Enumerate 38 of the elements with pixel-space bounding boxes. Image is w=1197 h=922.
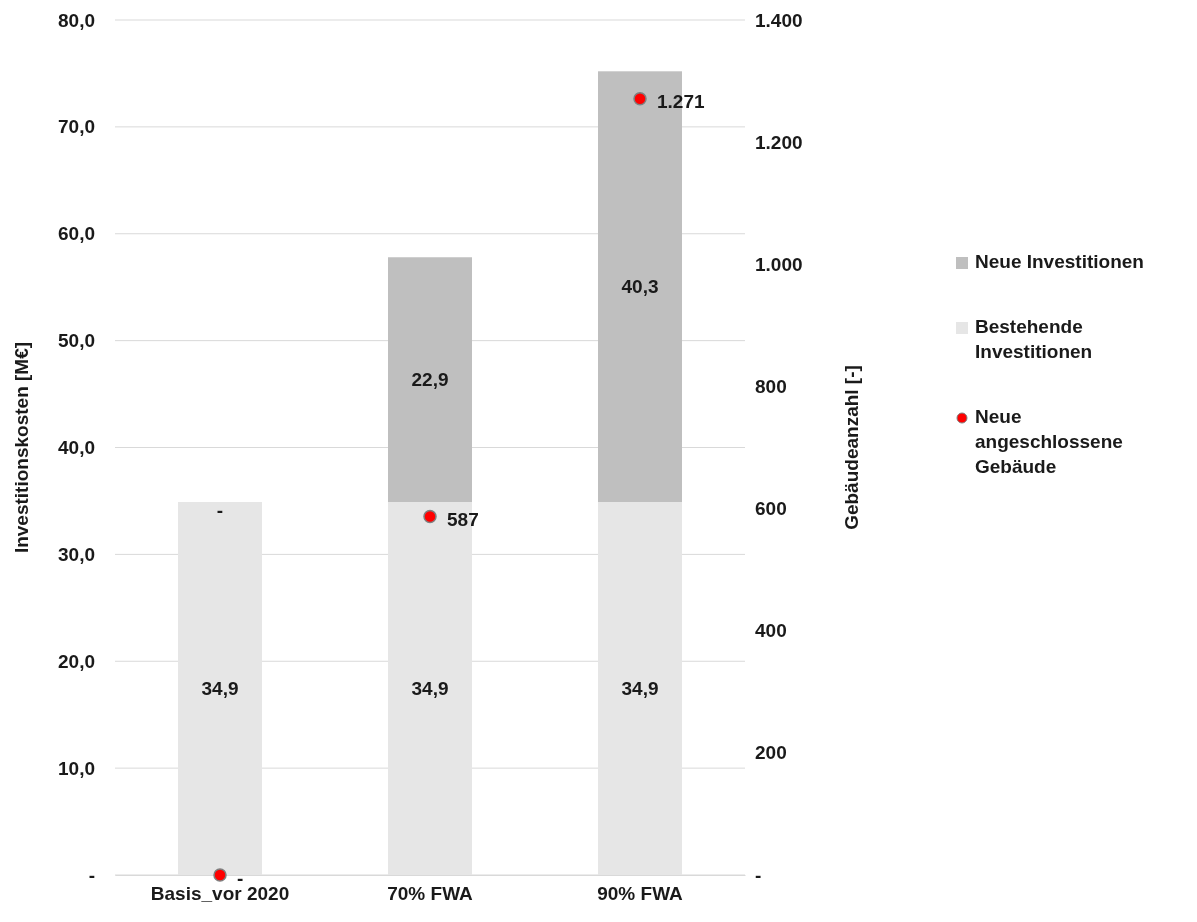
y2-tick-label: 200 (755, 742, 787, 764)
data-label: 40,3 (621, 276, 659, 298)
data-label: 34,9 (201, 678, 239, 700)
data-label: - (216, 500, 224, 522)
y-axis-title: Investitionskosten [M€] (11, 341, 32, 554)
bar (598, 502, 682, 875)
y-tick-label: - (88, 864, 95, 886)
data-label: 22,9 (411, 369, 449, 391)
bar (178, 502, 262, 875)
y2-axis-title: Gebäudeanzahl [-] (841, 365, 862, 530)
y2-tick-label: - (755, 864, 762, 886)
data-label: 34,9 (621, 678, 659, 700)
y-tick-label: 60,0 (58, 223, 95, 245)
y2-tick-label: 1.400 (755, 9, 803, 31)
y2-tick-label: 1.000 (755, 253, 803, 275)
point (633, 92, 647, 106)
legend-label: Neue Investitionen (975, 251, 1144, 272)
y-tick-label: 80,0 (58, 9, 95, 31)
y-tick-label: 20,0 (58, 650, 95, 672)
point (423, 509, 437, 524)
y2-tick-label: 800 (755, 376, 787, 398)
legend-label: Bestehende Investitionen (975, 316, 1093, 362)
y-tick-label: 70,0 (58, 116, 95, 138)
y2-tick-label: 400 (755, 620, 787, 642)
data-label: 1.271 (657, 91, 705, 113)
y-tick-label: 30,0 (58, 543, 95, 565)
data-label: 587 (447, 509, 479, 531)
y-tick-label: 10,0 (58, 757, 95, 779)
point (213, 868, 227, 882)
legend-label: Neue angeschlossene Gebäude (975, 406, 1123, 477)
bar (388, 257, 472, 503)
x-tick-label: 90% FWA (597, 883, 684, 905)
y-tick-label: 50,0 (58, 330, 95, 352)
y2-tick-label: 1.200 (755, 131, 803, 153)
y2-tick-label: 600 (755, 498, 787, 520)
y-tick-label: 40,0 (58, 437, 95, 459)
x-tick-label: 70% FWA (387, 883, 474, 905)
data-label: 34,9 (411, 678, 449, 700)
